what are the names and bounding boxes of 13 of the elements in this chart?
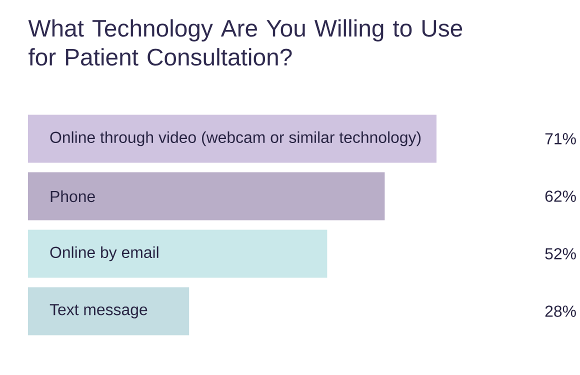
data-label: 62% <box>545 190 576 202</box>
bar <box>28 172 385 220</box>
bar <box>28 114 436 163</box>
y-tick-label: Text message <box>50 304 148 318</box>
data-label: 28% <box>545 306 576 317</box>
y-tick-label: Online by email <box>50 246 158 262</box>
y-tick-label: Phone <box>50 190 95 202</box>
bar <box>28 230 328 278</box>
chart-title: What Technology Are You Willing to Use for Patient Consultation? <box>28 19 462 66</box>
data-label: 52% <box>545 248 576 260</box>
bar <box>28 287 190 336</box>
data-label: 71% <box>545 133 576 144</box>
y-tick-label: Online through video (webcam or similar technology) <box>50 131 421 146</box>
